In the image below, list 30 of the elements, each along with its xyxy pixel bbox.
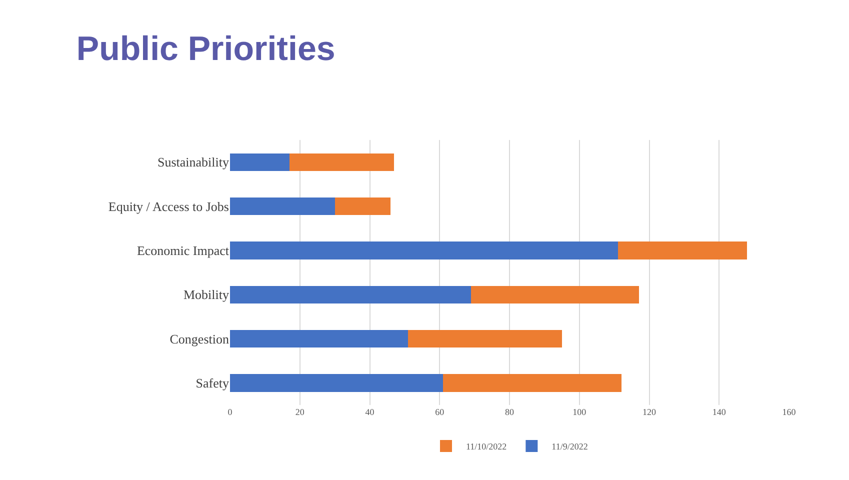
x-tick-label: 120 <box>642 407 656 417</box>
bar <box>230 374 444 392</box>
x-tick-label: 80 <box>505 407 514 417</box>
x-tick-label: 100 <box>572 407 587 417</box>
y-tick-label: Sustainability <box>158 154 230 170</box>
x-tick-label: 60 <box>435 407 445 417</box>
bar <box>230 286 472 304</box>
bar <box>230 242 618 260</box>
y-tick-label: Safety <box>196 375 230 390</box>
x-tick-label: 40 <box>365 407 375 417</box>
bar <box>471 286 639 304</box>
x-tick-label: 140 <box>712 407 726 417</box>
chart-title: Public Priorities <box>76 30 336 68</box>
y-tick-label: Equity / Access to Jobs <box>108 198 229 214</box>
legend-label: 11/10/2022 <box>466 442 507 452</box>
bar <box>443 374 622 392</box>
x-tick-label: 20 <box>295 407 305 417</box>
bar <box>230 330 408 348</box>
x-tick-label: 160 <box>782 407 796 417</box>
bar <box>289 153 394 171</box>
bar <box>230 153 290 171</box>
bar <box>618 242 748 260</box>
bar <box>230 197 335 216</box>
legend-label: 11/9/2022 <box>552 442 588 452</box>
bar <box>408 330 562 348</box>
y-tick-label: Economic Impact <box>136 242 230 258</box>
y-tick-label: Mobility <box>183 287 230 302</box>
y-tick-label: Congestion <box>170 331 230 346</box>
x-tick-label: 0 <box>228 407 233 417</box>
bar <box>334 197 391 216</box>
